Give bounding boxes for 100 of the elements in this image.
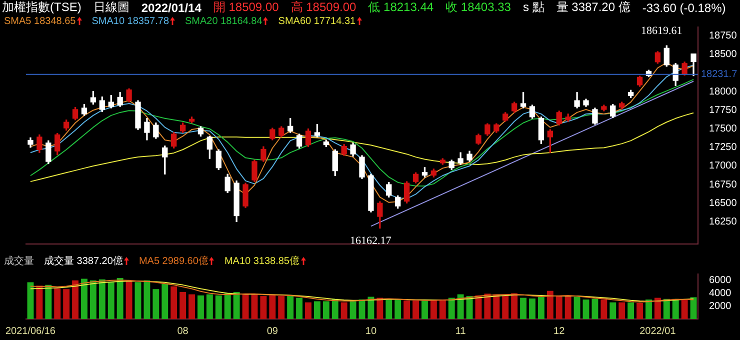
bar: [546, 290, 554, 319]
y-tick-label: 6000: [709, 275, 732, 286]
annotation: 18619.61: [641, 25, 682, 37]
bar: [350, 301, 356, 319]
bar: [368, 296, 374, 319]
bar: [126, 282, 132, 319]
bar: [170, 286, 178, 319]
x-tick-label: 2022/01: [640, 326, 676, 337]
bar: [404, 300, 410, 319]
bar: [152, 289, 160, 319]
bar: [305, 302, 312, 319]
text: s 點: [522, 0, 544, 16]
bar: [72, 280, 79, 319]
bar: [215, 295, 222, 319]
y-tick-label: 16500: [709, 198, 738, 209]
bar: [251, 294, 258, 319]
y-tick-label: 4000: [709, 288, 732, 300]
bar: [206, 294, 213, 319]
bar: [116, 278, 124, 319]
bar: [36, 286, 43, 319]
bar: [457, 294, 464, 319]
bar: [340, 302, 348, 319]
text: SMA20 18164.84: [185, 16, 262, 27]
x-tick-label: 08: [177, 326, 189, 337]
bar: [502, 295, 509, 319]
bar: [90, 280, 96, 319]
bar: [54, 288, 61, 319]
bar: [108, 282, 114, 319]
x-tick-label: 12: [554, 326, 566, 337]
y-tick-label: 16250: [709, 216, 738, 228]
y-tick-label: 16750: [709, 179, 738, 190]
bar: [162, 284, 168, 319]
y-tick-label: 2000: [709, 300, 732, 312]
bar: [287, 295, 294, 319]
annotation: 16162.17: [350, 235, 392, 247]
text: 2022/01/14: [141, 0, 202, 14]
bar: [628, 302, 634, 319]
text: 開 18509.00: [213, 0, 279, 16]
bar: [663, 298, 670, 319]
series-label: 成交量 3387.20億: [44, 256, 123, 267]
bar: [386, 300, 392, 319]
x-tick-label: 09: [266, 326, 278, 337]
text: 日線圖: [93, 0, 130, 16]
y-tick-label: 17250: [709, 142, 738, 154]
text: SMA10 18357.78: [92, 16, 169, 27]
bar: [269, 295, 276, 319]
ref-line-label: 18231.7: [701, 69, 738, 80]
bar: [224, 293, 231, 319]
bar: [242, 294, 249, 319]
bar: [439, 300, 446, 319]
y-tick-label: 18000: [709, 86, 738, 98]
bar: [278, 296, 285, 319]
series-label: MA5 2989.60億: [138, 256, 208, 267]
bar: [484, 294, 491, 319]
bar: [144, 280, 150, 319]
bar: [296, 298, 303, 319]
y-tick-label: 18500: [709, 49, 738, 60]
bar: [98, 279, 106, 319]
y-tick-label: 18750: [709, 30, 738, 42]
x-tick-label: 11: [455, 326, 466, 337]
bar: [600, 300, 608, 319]
bar: [233, 292, 240, 319]
bar: [45, 284, 52, 319]
bar: [520, 298, 527, 319]
y-tick-label: 17000: [709, 160, 738, 172]
bar: [672, 298, 679, 319]
bar: [610, 302, 616, 319]
text: 量 3387.20 億: [556, 0, 630, 16]
bar: [511, 293, 518, 319]
chart-title: 加權指數(TSE): [2, 0, 82, 16]
bar: [448, 298, 455, 319]
text: SMA5 18348.65: [4, 16, 76, 27]
bar: [260, 296, 267, 319]
bar: [314, 301, 320, 319]
bar: [376, 298, 384, 319]
bar: [654, 298, 661, 319]
bar: [412, 300, 419, 319]
bar: [681, 300, 688, 319]
bar: [556, 296, 562, 319]
chart-title: 成交量: [4, 254, 34, 268]
bar: [538, 296, 544, 319]
text: 低 18213.44: [368, 0, 434, 16]
text: -33.60 (-0.18%): [642, 0, 726, 14]
bar: [636, 302, 643, 319]
text: MA10 3138.85億: [224, 256, 300, 267]
bar: [618, 302, 626, 319]
bar: [188, 294, 195, 319]
bar: [322, 301, 330, 319]
bar: [430, 300, 437, 319]
bar: [197, 295, 204, 319]
bar: [63, 289, 70, 319]
x-tick-label: 10: [365, 326, 377, 337]
y-tick-label: 17500: [709, 124, 738, 135]
text: 收 18403.33: [446, 0, 511, 16]
bar: [493, 294, 500, 319]
x-tick-label: 2021/06/16: [5, 326, 56, 337]
y-tick-label: 17750: [709, 104, 738, 116]
text: 高 18509.00: [290, 0, 356, 16]
bar: [134, 282, 142, 319]
bar: [529, 298, 536, 319]
